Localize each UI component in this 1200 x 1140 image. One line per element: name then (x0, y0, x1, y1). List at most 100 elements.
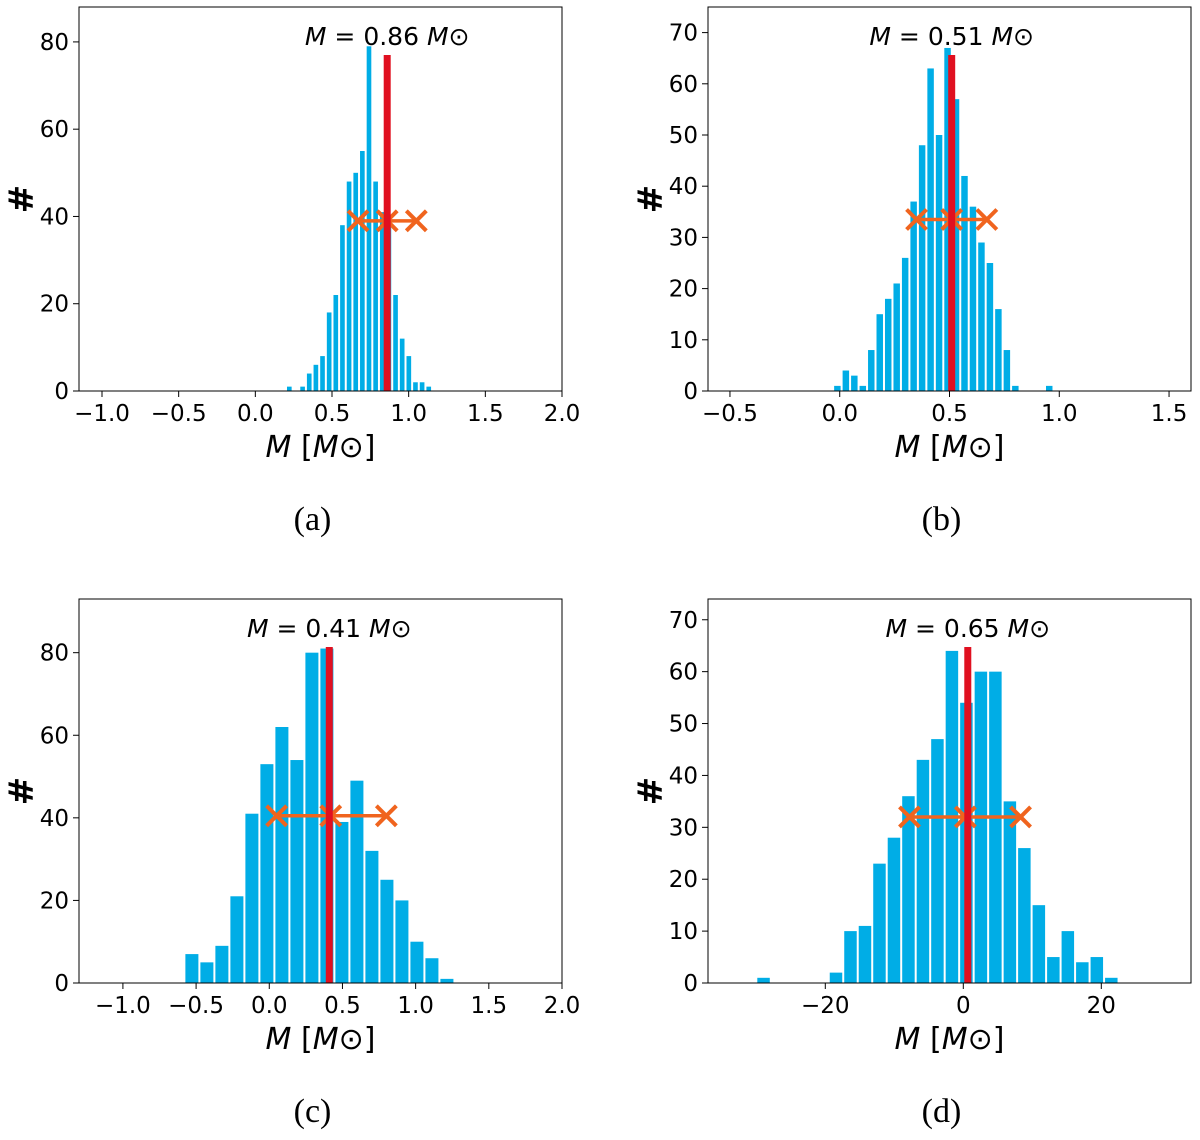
bar-a-20 (419, 382, 425, 391)
y-label-b: # (631, 185, 671, 214)
y-tick-label-d-0: 0 (683, 971, 698, 997)
x-label-c: M [M⊙] (266, 1022, 376, 1057)
bar-c-11 (350, 780, 364, 983)
bar-d-18 (1018, 848, 1031, 983)
bar-c-8 (305, 652, 319, 983)
y-label-c: # (2, 777, 42, 806)
bar-a-10 (353, 172, 359, 391)
bar-b-11 (927, 68, 934, 391)
y-tick-label-b-6: 60 (669, 72, 698, 98)
y-tick-label-d-2: 20 (669, 867, 698, 893)
x-tick-label-c-5: 1.5 (471, 993, 508, 1019)
y-tick-label-c-3: 60 (40, 723, 69, 749)
x-tick-label-a-3: 0.5 (314, 401, 351, 427)
bar-c-16 (425, 958, 439, 983)
x-label-d: M [M⊙] (895, 1022, 1005, 1057)
annotation-c: M = 0.41 M⊙ (247, 614, 412, 643)
bar-b-18 (986, 263, 994, 391)
bar-d-8 (873, 863, 886, 983)
bar-d-15 (974, 671, 988, 983)
bar-b-16 (969, 206, 977, 391)
y-ticks-c: 0 20 40 60 80 (40, 641, 79, 997)
bar-d-7 (858, 925, 872, 983)
bar-b-3 (859, 385, 867, 391)
bar-a-16 (393, 295, 398, 391)
bar-d-17 (1003, 801, 1017, 983)
y-tick-label-d-1: 10 (669, 919, 698, 945)
bar-b-12 (935, 135, 943, 391)
bar-c-12 (365, 850, 379, 983)
bar-b-6 (884, 298, 892, 391)
mean-line-c (325, 647, 333, 983)
histogram-panel-b: −0.5 0.0 0.5 1.0 1.5 0 10 20 30 40 50 60 70 M = 0.5… (631, 6, 1192, 538)
y-ticks-a: 0 20 40 60 80 (40, 30, 79, 405)
bar-a-8 (340, 225, 345, 391)
x-tick-label-c-4: 1.0 (397, 993, 434, 1019)
bar-b-21 (1012, 385, 1019, 391)
bar-b-9 (910, 201, 917, 391)
bar-d-5 (829, 972, 843, 983)
errorbar-marker-low-a (346, 209, 370, 233)
bar-c-5 (260, 764, 274, 983)
bar-b-19 (995, 309, 1002, 391)
y-ticks-d: 0 10 20 30 40 50 60 70 (669, 608, 708, 997)
bar-d-6 (844, 931, 857, 983)
x-tick-label-a-4: 1.0 (390, 401, 427, 427)
bar-d-12 (931, 739, 944, 983)
histogram-panel-d: −20 0 20 0 10 20 30 40 50 60 70 M = 0.65 M⊙ # M [… (631, 598, 1192, 1130)
mean-line-d (964, 647, 972, 983)
bar-a-18 (406, 356, 412, 391)
x-tick-label-d-1: 0 (956, 993, 971, 1019)
bar-d-22 (1076, 962, 1089, 983)
bar-d-24 (1105, 977, 1118, 983)
errorbar-marker-high-a (404, 209, 428, 233)
mean-line-a (383, 55, 391, 391)
errorbar-marker-high-c (374, 804, 398, 828)
bar-a-7 (333, 295, 339, 391)
bar-c-2 (215, 945, 229, 983)
x-ticks-d: −20 0 20 (801, 983, 1116, 1019)
x-tick-label-a-0: −1.0 (74, 401, 130, 427)
mean-bar-a (383, 55, 391, 391)
x-label-b: M [M⊙] (895, 430, 1005, 465)
x-tick-label-b-2: 0.5 (931, 401, 968, 427)
y-label-d: # (631, 777, 671, 806)
y-tick-label-b-5: 50 (669, 123, 698, 149)
x-tick-label-a-2: 0.0 (237, 401, 274, 427)
mean-line-b (948, 55, 956, 391)
bar-b-10 (918, 145, 926, 391)
y-tick-label-a-1: 20 (40, 292, 69, 318)
y-tick-label-b-2: 20 (669, 277, 698, 303)
x-tick-label-c-1: −0.5 (168, 993, 224, 1019)
annotation-b: M = 0.51 M⊙ (869, 22, 1034, 51)
y-tick-label-a-4: 80 (40, 30, 69, 56)
y-tick-label-b-1: 10 (669, 328, 698, 354)
bar-a-2 (300, 386, 305, 391)
bar-a-14 (379, 212, 385, 391)
bar-b-4 (868, 350, 875, 391)
x-tick-label-b-4: 1.5 (1151, 401, 1188, 427)
y-tick-label-c-4: 80 (40, 641, 69, 667)
bar-a-9 (346, 181, 352, 391)
bar-c-7 (290, 760, 304, 983)
bar-b-25 (1046, 385, 1053, 391)
y-tick-label-c-1: 20 (40, 888, 69, 914)
bar-b-15 (961, 175, 968, 391)
bar-b-1 (842, 370, 850, 391)
y-ticks-b: 0 10 20 30 40 50 60 70 (669, 21, 708, 405)
y-tick-label-b-7: 70 (669, 21, 698, 47)
bar-a-21 (426, 386, 432, 391)
bar-a-5 (320, 356, 325, 391)
errorbar-a (346, 209, 428, 233)
bar-d-10 (902, 796, 915, 983)
y-tick-label-c-2: 40 (40, 806, 69, 832)
bar-d-16 (989, 671, 1002, 983)
bar-c-3 (230, 896, 244, 983)
bar-c-4 (245, 813, 259, 983)
x-tick-label-c-3: 0.5 (324, 993, 361, 1019)
bar-c-14 (395, 900, 409, 983)
x-tick-label-a-1: −0.5 (151, 401, 207, 427)
y-tick-label-d-5: 50 (669, 712, 698, 738)
mean-bar-c (325, 647, 333, 983)
bar-c-10 (335, 821, 349, 983)
